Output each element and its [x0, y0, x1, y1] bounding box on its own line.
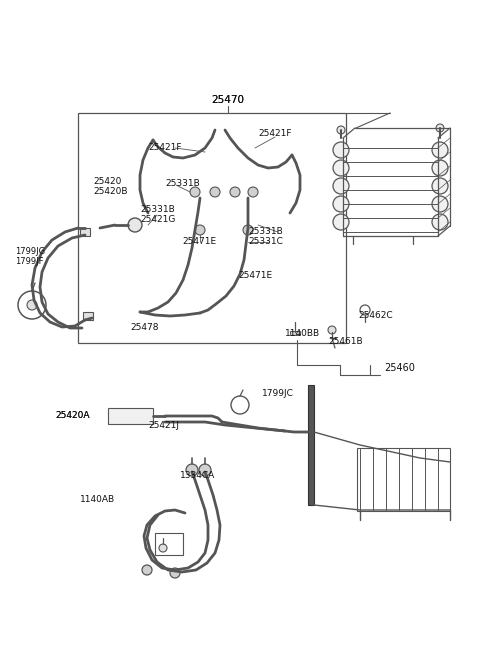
- Text: 25470: 25470: [212, 95, 244, 105]
- Circle shape: [186, 464, 198, 476]
- Bar: [290, 331, 300, 335]
- Text: 25331B: 25331B: [165, 179, 200, 187]
- Circle shape: [333, 214, 349, 230]
- Text: 25420A: 25420A: [55, 411, 89, 419]
- Text: 25331B: 25331B: [140, 206, 175, 214]
- Circle shape: [333, 160, 349, 176]
- Text: 1799JF: 1799JF: [15, 257, 44, 267]
- Text: 25421G: 25421G: [140, 215, 175, 225]
- Circle shape: [27, 300, 37, 310]
- Circle shape: [432, 142, 448, 158]
- Text: 25460: 25460: [384, 363, 415, 373]
- Circle shape: [432, 196, 448, 212]
- Text: 25421F: 25421F: [258, 128, 291, 138]
- Text: 25420B: 25420B: [93, 187, 128, 196]
- Text: 25421J: 25421J: [148, 422, 179, 430]
- Text: 25471E: 25471E: [238, 271, 272, 280]
- Text: 25420A: 25420A: [55, 411, 89, 419]
- Circle shape: [328, 326, 336, 334]
- Circle shape: [333, 142, 349, 158]
- Circle shape: [199, 464, 211, 476]
- Bar: [78, 113, 346, 343]
- Circle shape: [230, 187, 240, 197]
- Circle shape: [128, 218, 142, 232]
- Circle shape: [337, 126, 345, 134]
- Circle shape: [195, 225, 205, 235]
- Text: 25470: 25470: [212, 95, 244, 105]
- Text: 1140BB: 1140BB: [285, 329, 320, 337]
- Circle shape: [432, 160, 448, 176]
- Circle shape: [436, 124, 444, 132]
- Circle shape: [432, 214, 448, 230]
- Text: 25421F: 25421F: [148, 143, 181, 153]
- Text: 1334CA: 1334CA: [180, 470, 215, 479]
- Text: 1799JC: 1799JC: [262, 388, 294, 398]
- Circle shape: [243, 225, 253, 235]
- Circle shape: [142, 565, 152, 575]
- Circle shape: [170, 568, 180, 578]
- Circle shape: [333, 196, 349, 212]
- Bar: [357, 448, 450, 511]
- Circle shape: [190, 187, 200, 197]
- Text: 25462C: 25462C: [358, 310, 393, 320]
- Text: 25461B: 25461B: [328, 337, 362, 346]
- Text: 25478: 25478: [130, 324, 158, 333]
- Circle shape: [248, 187, 258, 197]
- Bar: [80, 228, 90, 236]
- Circle shape: [159, 544, 167, 552]
- Text: 25331C: 25331C: [248, 238, 283, 246]
- Text: 1799JG: 1799JG: [15, 248, 45, 257]
- Bar: [308, 385, 314, 505]
- Circle shape: [333, 178, 349, 194]
- Bar: [108, 408, 153, 424]
- Text: 1140AB: 1140AB: [80, 495, 115, 504]
- Circle shape: [432, 178, 448, 194]
- Text: 25331B: 25331B: [248, 227, 283, 236]
- Bar: [83, 312, 93, 320]
- Text: 25471E: 25471E: [182, 238, 216, 246]
- Circle shape: [210, 187, 220, 197]
- Text: 25420: 25420: [93, 178, 121, 187]
- Bar: [155, 533, 183, 555]
